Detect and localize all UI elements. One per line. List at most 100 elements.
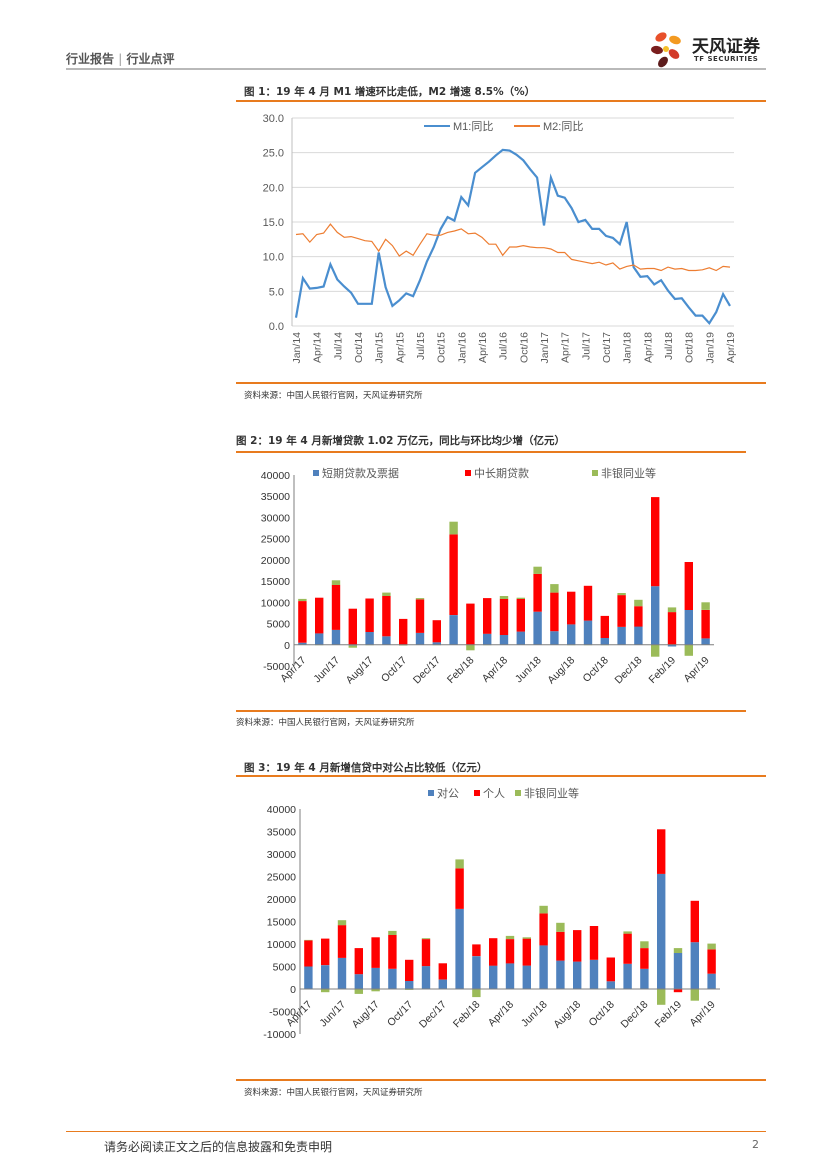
bar-segment-2 [304, 939, 313, 941]
series-line-M2:同比 [295, 223, 731, 272]
bar-segment-0 [640, 968, 649, 990]
bar-segment-1 [667, 612, 677, 645]
x-tick-label: Jul/17 [580, 332, 592, 360]
page-number: 2 [752, 1138, 759, 1151]
x-tick-label: Dec/17 [417, 999, 449, 1031]
bar-segment-2 [701, 602, 710, 610]
y-tick-label: 5000 [267, 619, 291, 631]
x-tick-label: Feb/18 [445, 654, 477, 686]
y-tick-label: 15.0 [263, 217, 284, 229]
bar-segment-1 [589, 926, 599, 960]
bar-segment-1 [371, 937, 380, 968]
figure-2-bottom-line [236, 710, 746, 712]
legend-label: 个人 [483, 787, 505, 800]
legend-label: M1:同比 [453, 120, 493, 133]
x-tick-label: Apr/17 [560, 332, 572, 363]
bar-segment-1 [505, 939, 515, 964]
legend-swatch [592, 470, 598, 476]
x-tick-label: Apr/19 [687, 999, 717, 1029]
bar-segment-1 [707, 949, 716, 974]
bar-segment-1 [623, 933, 632, 964]
bar-segment-1 [673, 989, 683, 993]
bar-segment-1 [606, 957, 615, 982]
bar-segment-2 [382, 592, 391, 596]
y-tick-label: -5000 [269, 1007, 296, 1019]
figure-3-divider [236, 775, 766, 777]
bar-segment-2 [539, 905, 548, 914]
figure-1-source: 资料来源：中国人民银行官网，天风证券研究所 [244, 391, 423, 401]
bar-segment-2 [421, 938, 431, 940]
y-tick-label: 35000 [267, 827, 296, 839]
bar-segment-0 [405, 980, 414, 989]
legend-label: 非银同业等 [601, 466, 656, 480]
bar-segment-0 [365, 632, 374, 645]
y-tick-label: -10000 [263, 1029, 296, 1041]
legend-label: 非银同业等 [524, 786, 579, 800]
footer-divider [66, 1131, 766, 1132]
legend-swatch [313, 470, 319, 476]
x-tick-label: Jan/17 [539, 332, 551, 364]
bar-segment-0 [432, 642, 441, 645]
bar-segment-1 [567, 591, 576, 625]
x-tick-label: Jan/16 [456, 332, 468, 364]
bar-segment-2 [617, 593, 626, 596]
legend-swatch [465, 470, 471, 476]
x-tick-label: Dec/17 [411, 654, 443, 686]
bar-segment-1 [550, 592, 559, 632]
bar-segment-0 [539, 945, 548, 989]
x-tick-label: Jun/18 [519, 999, 550, 1030]
bar-segment-1 [438, 963, 447, 980]
y-tick-label: 30000 [267, 849, 296, 861]
bar-segment-0 [673, 953, 683, 989]
legend-label: 中长期贷款 [474, 466, 529, 480]
header-divider [66, 68, 766, 70]
x-tick-label: Apr/14 [312, 332, 324, 363]
x-tick-label: Dec/18 [619, 999, 651, 1031]
bar-segment-2 [707, 943, 716, 950]
bar-segment-0 [331, 629, 341, 645]
bar-segment-2 [556, 922, 565, 932]
bar-segment-0 [556, 960, 565, 989]
bar-segment-2 [472, 989, 481, 998]
bar-segment-1 [321, 938, 330, 966]
bar-segment-1 [573, 930, 582, 962]
bar-segment-2 [415, 598, 425, 600]
bar-segment-1 [489, 938, 498, 966]
bar-segment-2 [634, 599, 643, 607]
bar-segment-0 [489, 965, 498, 989]
bar-segment-0 [304, 966, 313, 989]
figure-3-source: 资料来源：中国人民银行官网，天风证券研究所 [244, 1088, 423, 1098]
bar-segment-1 [690, 900, 699, 943]
y-tick-label: 10000 [267, 939, 296, 951]
x-tick-label: Aug/17 [350, 999, 382, 1031]
bar-segment-0 [600, 638, 609, 645]
bar-segment-2 [516, 597, 525, 599]
bar-segment-2 [673, 948, 683, 953]
bar-segment-0 [617, 627, 626, 645]
bar-segment-1 [399, 618, 408, 645]
disclaimer-link[interactable]: 请务必阅读正文之后的信息披露和免责申明 [104, 1140, 333, 1154]
bar-segment-0 [388, 968, 397, 990]
bar-segment-2 [667, 607, 677, 613]
y-tick-label: 0.0 [269, 321, 284, 333]
y-tick-label: 5.0 [269, 286, 284, 298]
bar-segment-1 [354, 948, 363, 975]
bar-segment-0 [499, 635, 509, 645]
y-tick-label: 25.0 [263, 148, 284, 160]
y-tick-label: 10000 [261, 597, 290, 609]
bar-segment-1 [583, 585, 593, 621]
y-tick-label: 15000 [267, 917, 296, 929]
x-tick-label: Jun/18 [513, 654, 544, 685]
x-tick-label: Oct/16 [518, 332, 530, 363]
company-logo: 天风证券 TF SECURITIES [648, 28, 768, 70]
bar-segment-0 [354, 974, 363, 989]
x-tick-label: Aug/18 [545, 654, 577, 686]
bar-segment-0 [684, 610, 693, 645]
bar-segment-0 [550, 631, 559, 645]
bar-segment-1 [640, 948, 649, 969]
x-tick-label: Jan/15 [374, 332, 386, 364]
x-tick-label: Oct/14 [353, 332, 365, 363]
x-tick-label: Oct/15 [436, 332, 448, 363]
bar-segment-1 [365, 598, 374, 632]
bar-segment-2 [499, 596, 509, 599]
